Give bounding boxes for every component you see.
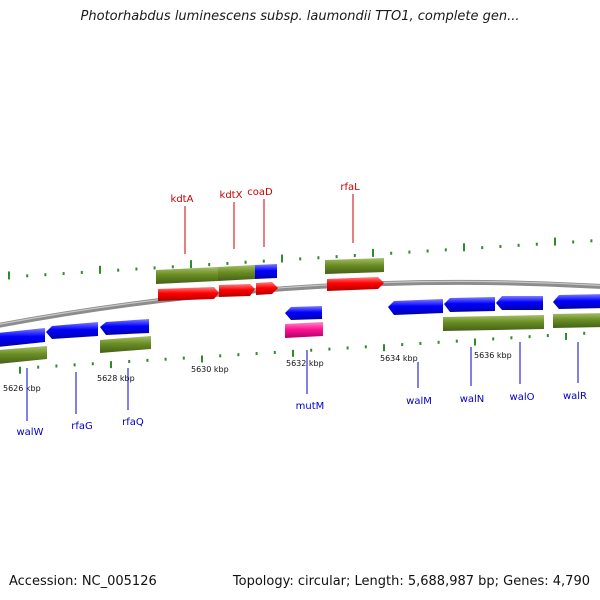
gene-label-walW[interactable]: walW [17, 427, 44, 438]
gene-label-rfaL[interactable]: rfaL [340, 182, 360, 193]
gene-walM[interactable] [388, 299, 443, 315]
forward-strand-genes [156, 258, 384, 301]
gene-label-coaD[interactable]: coaD [247, 187, 273, 198]
gene-mutM[interactable] [285, 306, 322, 320]
gene-label-kdtA[interactable]: kdtA [171, 194, 194, 205]
gene-label-kdtX[interactable]: kdtX [220, 190, 243, 201]
genome-summary: Topology: circular; Length: 5,688,987 bp… [232, 574, 590, 589]
forward-gene-labels: kdtA kdtX coaD rfaL [171, 182, 360, 254]
gene-walR[interactable] [553, 294, 600, 309]
gene-rfaL[interactable] [327, 277, 384, 291]
cog-mutM [285, 322, 323, 338]
cog-walW [0, 346, 47, 364]
gene-rfaG[interactable] [46, 322, 98, 339]
reverse-gene-labels: walW rfaG rfaQ mutM walM walN walO walR [17, 342, 587, 438]
accession-label: Accession: NC_005126 [9, 574, 157, 589]
gene-label-walR[interactable]: walR [563, 391, 587, 402]
gene-kdtA[interactable] [158, 287, 219, 301]
gene-walN[interactable] [444, 297, 495, 312]
tick-labels: 5626 kbp 5628 kbp 5630 kbp 5632 kbp 5634 kbp… [3, 351, 512, 393]
gene-label-walM[interactable]: walM [406, 396, 432, 407]
tick-label: 5630 kbp [191, 365, 229, 374]
genome-backbone [0, 279, 600, 328]
genome-backbone-highlight [0, 280, 600, 325]
cog-coaD [255, 264, 277, 279]
tick-label: 5636 kbp [474, 351, 512, 360]
tick-label: 5628 kbp [97, 374, 135, 383]
cog-rfaL [325, 258, 384, 274]
tick-label: 5634 kbp [380, 354, 418, 363]
gene-label-rfaG[interactable]: rfaG [71, 421, 93, 432]
cog-kdtA [156, 267, 218, 284]
cog-walM-walN [443, 315, 544, 331]
gene-coaD[interactable] [256, 282, 278, 295]
cog-kdtX [218, 265, 255, 281]
tick-label: 5626 kbp [3, 384, 41, 393]
gene-rfaQ[interactable] [100, 319, 149, 335]
cog-rfaQ [100, 336, 151, 353]
gene-kdtX[interactable] [219, 284, 255, 297]
gene-walO[interactable] [496, 296, 543, 310]
map-title: Photorhabdus luminescens subsp. laumondi… [80, 9, 520, 24]
tick-label: 5632 kbp [286, 359, 324, 368]
inner-tick-ring [19, 331, 586, 374]
gene-label-mutM[interactable]: mutM [296, 401, 325, 412]
cog-walR [553, 313, 600, 328]
outer-tick-ring [8, 237, 593, 280]
gene-label-rfaQ[interactable]: rfaQ [122, 417, 144, 428]
gene-label-walN[interactable]: walN [460, 394, 485, 405]
gene-walW[interactable] [0, 328, 45, 347]
reverse-strand-genes [0, 294, 600, 364]
gene-label-walO[interactable]: walO [510, 392, 535, 403]
